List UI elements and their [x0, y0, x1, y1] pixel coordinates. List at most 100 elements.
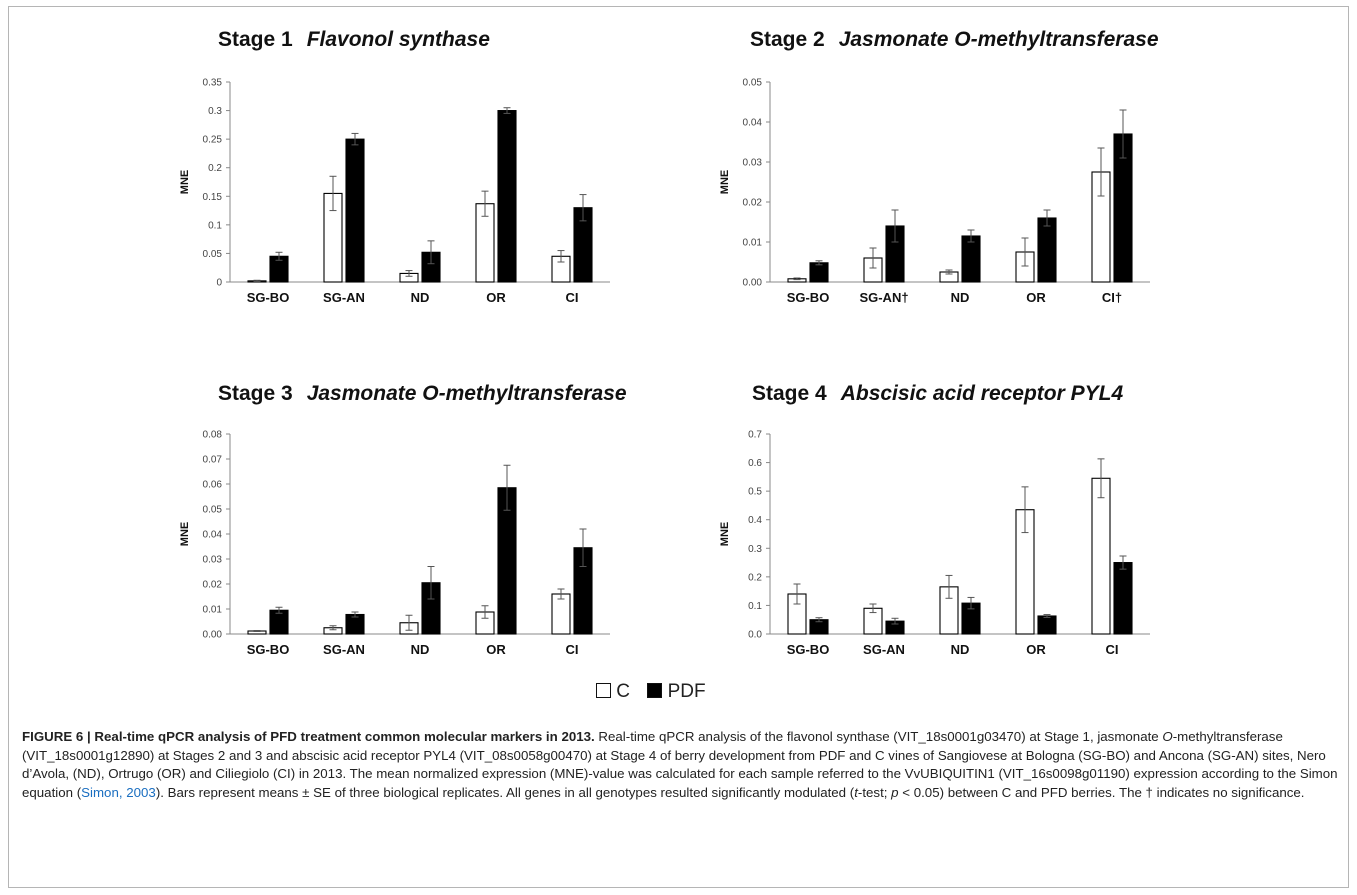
caption-text-3: ). Bars represent means ± SE of three bi…: [155, 784, 855, 800]
y-axis-label: MNE: [719, 170, 731, 194]
bar-chart-stage-3: 0.00 0.01 0.02 0.03 0.04 0.05 0.06 0.07 0.08 MNE S…: [179, 430, 610, 657]
y-tick-label: 0.35: [203, 78, 223, 89]
y-tick-label: 0.02: [203, 580, 223, 591]
caption-text-1: Real-time qPCR analysis of the flavonol …: [594, 729, 1163, 744]
bar-pdf: [497, 110, 517, 283]
bar-pdf: [1037, 615, 1057, 635]
stage-label: Stage 3: [218, 382, 293, 405]
legend-label-pdf: PDF: [667, 681, 706, 702]
legend-swatch-c: [596, 683, 611, 698]
gene-label: Jasmonate O-methyltransferase: [306, 382, 627, 405]
caption-text-4: -test;: [857, 784, 892, 800]
y-tick-label: 0.05: [743, 78, 763, 89]
x-tick-label: SG-AN: [323, 290, 365, 305]
y-tick-label: 0.5: [748, 487, 762, 498]
gene-label: Jasmonate O-methyltransferase: [838, 28, 1159, 51]
legend: C PDF: [596, 681, 718, 703]
x-tick-label: ND: [951, 290, 970, 305]
x-tick-label: SG-BO: [247, 290, 290, 305]
y-tick-label: 0.08: [203, 430, 223, 441]
y-tick-label: 0.3: [208, 106, 222, 117]
y-tick-label: 0.05: [203, 505, 223, 516]
caption-italic-2: t: [854, 784, 858, 800]
bar-chart-stage-2: 0.00 0.01 0.02 0.03 0.04 0.05 MNE SG-BO SG-AN† ND…: [719, 78, 1150, 305]
y-tick-label: 0.03: [203, 555, 223, 566]
y-tick-label: 0.04: [743, 118, 763, 129]
bar-c: [1091, 477, 1111, 635]
y-tick-label: 0.3: [748, 544, 762, 555]
y-tick-label: 0.4: [748, 515, 762, 526]
y-tick-label: 0.00: [203, 630, 223, 641]
y-tick-label: 0.06: [203, 480, 223, 491]
bar-chart-stage-4: 0.0 0.1 0.2 0.3 0.4 0.5 0.6 0.7 MNE SG-BO SG-AN ND O…: [719, 430, 1150, 657]
caption-text-5: < 0.05) between C and PFD berries. The †…: [898, 784, 1305, 800]
bar-c: [551, 593, 571, 635]
y-tick-label: 0.02: [743, 198, 763, 209]
x-tick-label: CI†: [1102, 290, 1122, 305]
bar-pdf: [269, 609, 289, 635]
x-tick-label: OR: [1026, 290, 1046, 305]
bar-pdf: [809, 262, 829, 283]
bar-chart-stage-1: 0 0.05 0.1 0.15 0.2 0.25 0.3 0.35 MNE SG-BO SG-AN N…: [179, 78, 610, 305]
y-tick-label: 0.25: [203, 135, 223, 146]
y-tick-label: 0.7: [748, 430, 762, 441]
y-tick-label: 0.1: [208, 220, 222, 231]
caption-italic-1: O: [1162, 729, 1173, 744]
caption-text-2: -methyltransferase (VIT_18s0001g12890) a…: [22, 729, 1338, 800]
y-tick-label: 0.15: [203, 192, 223, 203]
gene-label: Flavonol synthase: [306, 28, 490, 51]
x-tick-label: CI: [566, 290, 579, 305]
panel-title: Stage 4 Abscisic acid receptor PYL4: [752, 382, 1123, 406]
x-tick-label: ND: [411, 642, 430, 657]
x-tick-label: ND: [951, 642, 970, 657]
legend-label-c: C: [616, 681, 631, 702]
x-tick-label: SG-BO: [787, 642, 830, 657]
y-tick-label: 0.2: [748, 572, 762, 583]
legend-item-pdf: PDF: [647, 681, 706, 702]
y-tick-label: 0.0: [748, 630, 762, 641]
bar-pdf: [1037, 217, 1057, 283]
stage-label: Stage 2: [750, 28, 825, 51]
x-tick-label: SG-BO: [787, 290, 830, 305]
gene-label: Abscisic acid receptor PYL4: [840, 382, 1124, 405]
bar-pdf: [1113, 562, 1133, 635]
y-tick-label: 0.00: [743, 278, 763, 289]
legend-swatch-pdf: [647, 683, 663, 698]
legend-item-c: C: [596, 681, 635, 702]
figure-caption: FIGURE 6 | Real-time qPCR analysis of PF…: [22, 728, 1340, 802]
citation-link[interactable]: Simon, 2003: [81, 784, 156, 800]
y-tick-label: 0.05: [203, 249, 223, 260]
x-tick-label: OR: [486, 642, 506, 657]
stage-label: Stage 1: [218, 28, 293, 51]
x-tick-label: SG-AN: [863, 642, 905, 657]
y-tick-label: 0.01: [203, 605, 223, 616]
y-tick-label: 0.2: [208, 163, 222, 174]
y-tick-label: 0: [216, 278, 222, 289]
panel-title: Stage 3 Jasmonate O-methyltransferase: [218, 382, 627, 406]
y-tick-label: 0.01: [743, 238, 763, 249]
y-axis-label: MNE: [719, 522, 731, 546]
y-tick-label: 0.07: [203, 455, 223, 466]
y-tick-label: 0.03: [743, 158, 763, 169]
y-axis-label: MNE: [179, 522, 191, 546]
y-tick-label: 0.6: [748, 458, 762, 469]
x-tick-label: SG-BO: [247, 642, 290, 657]
y-tick-label: 0.1: [748, 601, 762, 612]
x-tick-label: SG-AN†: [859, 290, 908, 305]
x-tick-label: OR: [486, 290, 506, 305]
bar-pdf: [961, 235, 981, 283]
figure-frame: [8, 6, 1349, 888]
x-tick-label: ND: [411, 290, 430, 305]
x-tick-label: CI: [566, 642, 579, 657]
x-tick-label: CI: [1106, 642, 1119, 657]
panel-title: Stage 2 Jasmonate O-methyltransferase: [750, 28, 1159, 52]
stage-label: Stage 4: [752, 382, 827, 405]
caption-italic-3: p: [891, 784, 899, 800]
panel-title: Stage 1 Flavonol synthase: [218, 28, 490, 52]
bar-pdf: [345, 138, 365, 283]
caption-title: FIGURE 6 | Real-time qPCR analysis of PF…: [22, 729, 595, 744]
y-tick-label: 0.04: [203, 530, 223, 541]
y-axis-label: MNE: [179, 170, 191, 194]
x-tick-label: SG-AN: [323, 642, 365, 657]
x-tick-label: OR: [1026, 642, 1046, 657]
